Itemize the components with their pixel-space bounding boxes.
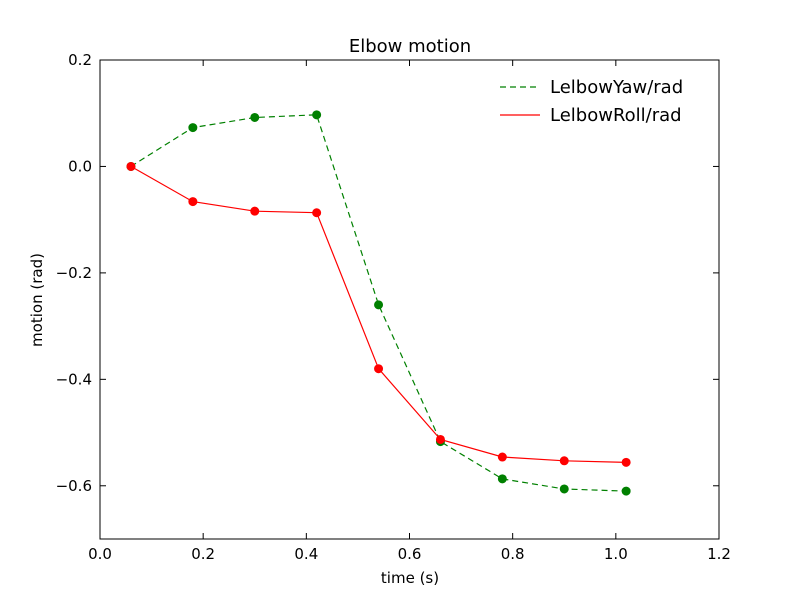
- y-tick-label: −0.2: [56, 264, 92, 282]
- x-tick-label: 1.2: [707, 545, 731, 563]
- y-tick-label: 0.0: [68, 157, 92, 175]
- data-point-lelbowroll-rad: [497, 452, 507, 462]
- data-point-lelbowroll-rad: [312, 208, 322, 218]
- y-tick-label: −0.6: [56, 477, 92, 495]
- x-tick-label: 0.0: [88, 545, 112, 563]
- legend-label-lelbowyaw-rad: LelbowYaw/rad: [550, 77, 683, 98]
- data-point-lelbowroll-rad: [250, 206, 260, 216]
- y-tick-label: −0.4: [56, 370, 92, 388]
- data-point-lelbowroll-rad: [188, 197, 198, 207]
- data-point-lelbowyaw-rad: [374, 300, 384, 310]
- chart-title: Elbow motion: [349, 36, 471, 57]
- data-point-lelbowroll-rad: [621, 457, 631, 467]
- y-tick-label: 0.2: [68, 51, 92, 69]
- data-point-lelbowroll-rad: [559, 456, 569, 466]
- series-line-lelbowyaw-rad: [130, 114, 627, 492]
- data-point-lelbowyaw-rad: [559, 484, 569, 494]
- data-point-lelbowroll-rad: [374, 364, 384, 374]
- y-axis-title: motion (rad): [28, 253, 46, 347]
- data-point-lelbowroll-rad: [435, 434, 445, 444]
- x-tick-label: 0.8: [501, 545, 525, 563]
- x-tick-label: 0.6: [398, 545, 422, 563]
- data-point-lelbowyaw-rad: [250, 112, 260, 122]
- x-tick-label: 0.2: [191, 545, 215, 563]
- data-point-lelbowroll-rad: [126, 161, 136, 171]
- legend: LelbowYaw/rad LelbowRoll/rad: [500, 77, 683, 126]
- data-point-lelbowyaw-rad: [312, 110, 322, 120]
- data-point-lelbowyaw-rad: [497, 474, 507, 484]
- x-axis-title: time (s): [381, 569, 439, 587]
- x-tick-label: 0.4: [294, 545, 318, 563]
- data-point-lelbowyaw-rad: [621, 486, 631, 496]
- x-tick-label: 1.0: [604, 545, 628, 563]
- data-point-lelbowyaw-rad: [188, 123, 198, 133]
- legend-label-lelbowroll-rad: LelbowRoll/rad: [550, 105, 682, 126]
